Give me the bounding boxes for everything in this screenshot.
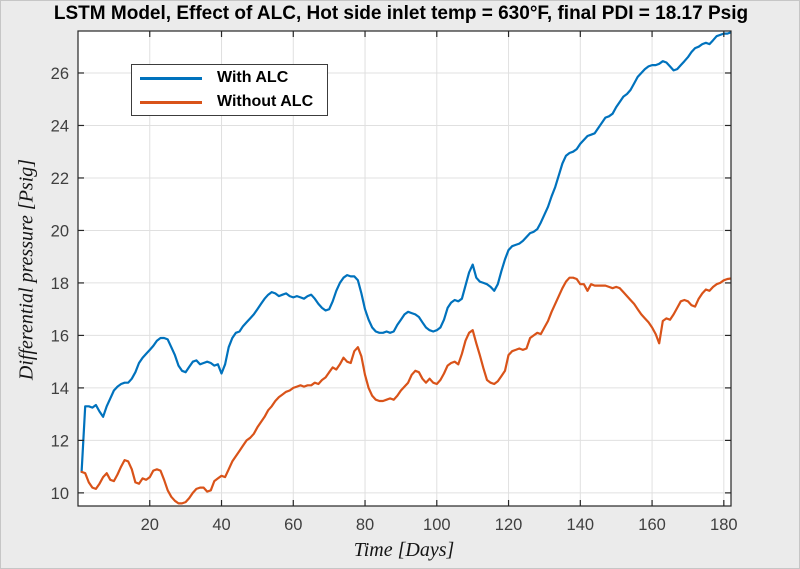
legend-line-sample-with-alc xyxy=(140,76,202,80)
x-tick-label: 60 xyxy=(284,516,302,534)
x-axis-label: Time [Days] xyxy=(353,539,455,561)
y-tick-label: 22 xyxy=(51,170,69,188)
x-tick-label: 40 xyxy=(212,516,230,534)
legend-label-without-alc: Without ALC xyxy=(217,93,314,110)
y-axis-label: Differential pressure [Psig] xyxy=(15,158,38,381)
y-tick-label: 16 xyxy=(51,327,69,345)
axes-box xyxy=(77,30,732,507)
y-tick-label: 20 xyxy=(51,222,69,240)
y-tick-label: 10 xyxy=(51,485,69,503)
chart-title: LSTM Model, Effect of ALC, Hot side inle… xyxy=(53,3,749,24)
y-tick-label: 26 xyxy=(51,65,69,83)
x-tick-label: 180 xyxy=(710,516,738,534)
legend: With ALC Without ALC xyxy=(131,64,328,116)
x-tick-label: 100 xyxy=(423,516,451,534)
y-tick-label: 18 xyxy=(51,275,69,293)
series-line-with-alc xyxy=(80,31,731,473)
y-tick-label: 14 xyxy=(51,380,69,398)
x-tick-label: 140 xyxy=(567,516,595,534)
x-tick-label: 20 xyxy=(141,516,159,534)
x-tick-label: 80 xyxy=(356,516,374,534)
y-tick-label: 12 xyxy=(51,432,69,450)
y-tick-label: 24 xyxy=(51,117,69,135)
legend-entry-without-alc: Without ALC xyxy=(132,91,327,113)
series-line-without-alc xyxy=(80,276,731,505)
legend-line-sample-without-alc xyxy=(140,100,202,104)
legend-entry-with-alc: With ALC xyxy=(132,67,327,89)
x-tick-label: 120 xyxy=(495,516,523,534)
x-tick-label: 160 xyxy=(638,516,666,534)
legend-label-with-alc: With ALC xyxy=(217,69,289,86)
